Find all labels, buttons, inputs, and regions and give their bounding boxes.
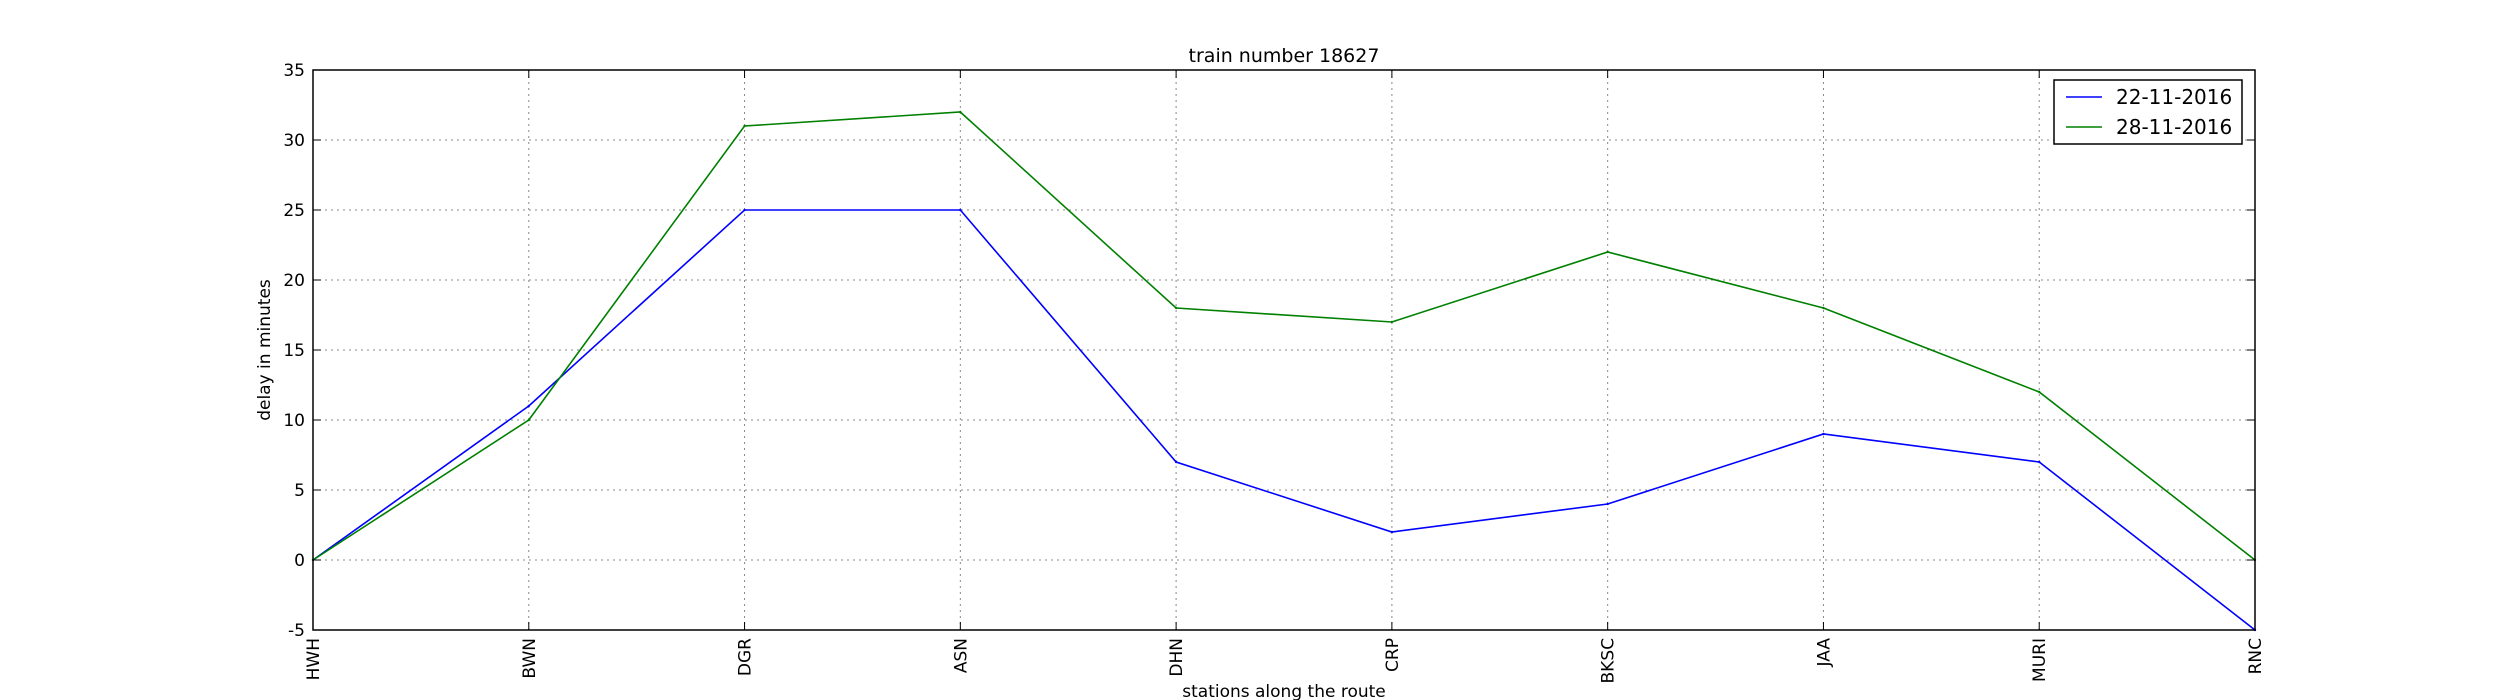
x-tick-label: BKSC [1599, 638, 1619, 683]
x-tick-label: DHN [1167, 638, 1187, 677]
legend-box [2053, 79, 2243, 145]
legend: 22-11-2016 28-11-2016 [2053, 79, 2243, 145]
data-point-series-2 [1606, 250, 1609, 254]
y-tick-label: 5 [294, 481, 305, 501]
x-tick-label: JAA [1814, 638, 1834, 668]
x-tick-label: DGR [736, 638, 756, 676]
x-tick-label: BWN [520, 638, 540, 679]
data-point-series-1 [1174, 460, 1178, 464]
series-layer [311, 110, 2257, 632]
data-point-series-1 [1390, 530, 1394, 534]
data-point-series-2 [1390, 320, 1394, 324]
legend-label-series-2: 28-11-2016 [2116, 115, 2232, 139]
data-point-series-2 [1822, 306, 1825, 310]
data-point-series-2 [527, 418, 530, 422]
data-point-series-1 [1822, 432, 1825, 436]
data-point-series-2 [959, 110, 962, 114]
y-tick-label: 20 [283, 271, 305, 291]
data-point-series-1 [959, 208, 962, 212]
y-tick-label: 0 [294, 551, 305, 571]
legend-label-series-1: 22-11-2016 [2116, 85, 2232, 109]
x-tick-label: RNC [2246, 638, 2266, 674]
y-tick-label: 15 [283, 341, 305, 361]
y-axis-label: delay in minutes [255, 279, 275, 421]
chart-title: train number 18627 [1189, 45, 1380, 67]
y-tick-label: 30 [283, 131, 305, 151]
x-tick-label: MURI [2030, 638, 2050, 682]
data-point-series-2 [743, 124, 746, 128]
y-ticks: -5 0 5 10 15 20 25 30 35 [283, 61, 2255, 641]
data-point-series-1 [527, 404, 530, 408]
x-tick-label: CRP [1383, 638, 1403, 672]
y-tick-label: 35 [283, 61, 305, 81]
grid-layer [312, 69, 2256, 631]
series-line-1 [312, 209, 2256, 631]
x-ticks: HWH BWN DGR ASN DHN CRP BKSC JAA MURI RNC [304, 70, 2266, 683]
series-line-2 [312, 111, 2256, 561]
data-point-series-1 [743, 208, 746, 212]
data-point-series-2 [1174, 306, 1178, 310]
y-tick-label: 25 [283, 201, 305, 221]
y-tick-label: -5 [288, 621, 305, 641]
data-point-series-1 [2038, 460, 2041, 464]
x-tick-label: ASN [951, 638, 971, 673]
y-tick-label: 10 [283, 411, 305, 431]
data-point-series-2 [2038, 390, 2041, 394]
x-axis-label: stations along the route [1182, 682, 1386, 700]
data-point-series-1 [1606, 502, 1609, 506]
x-tick-label: HWH [304, 638, 324, 680]
